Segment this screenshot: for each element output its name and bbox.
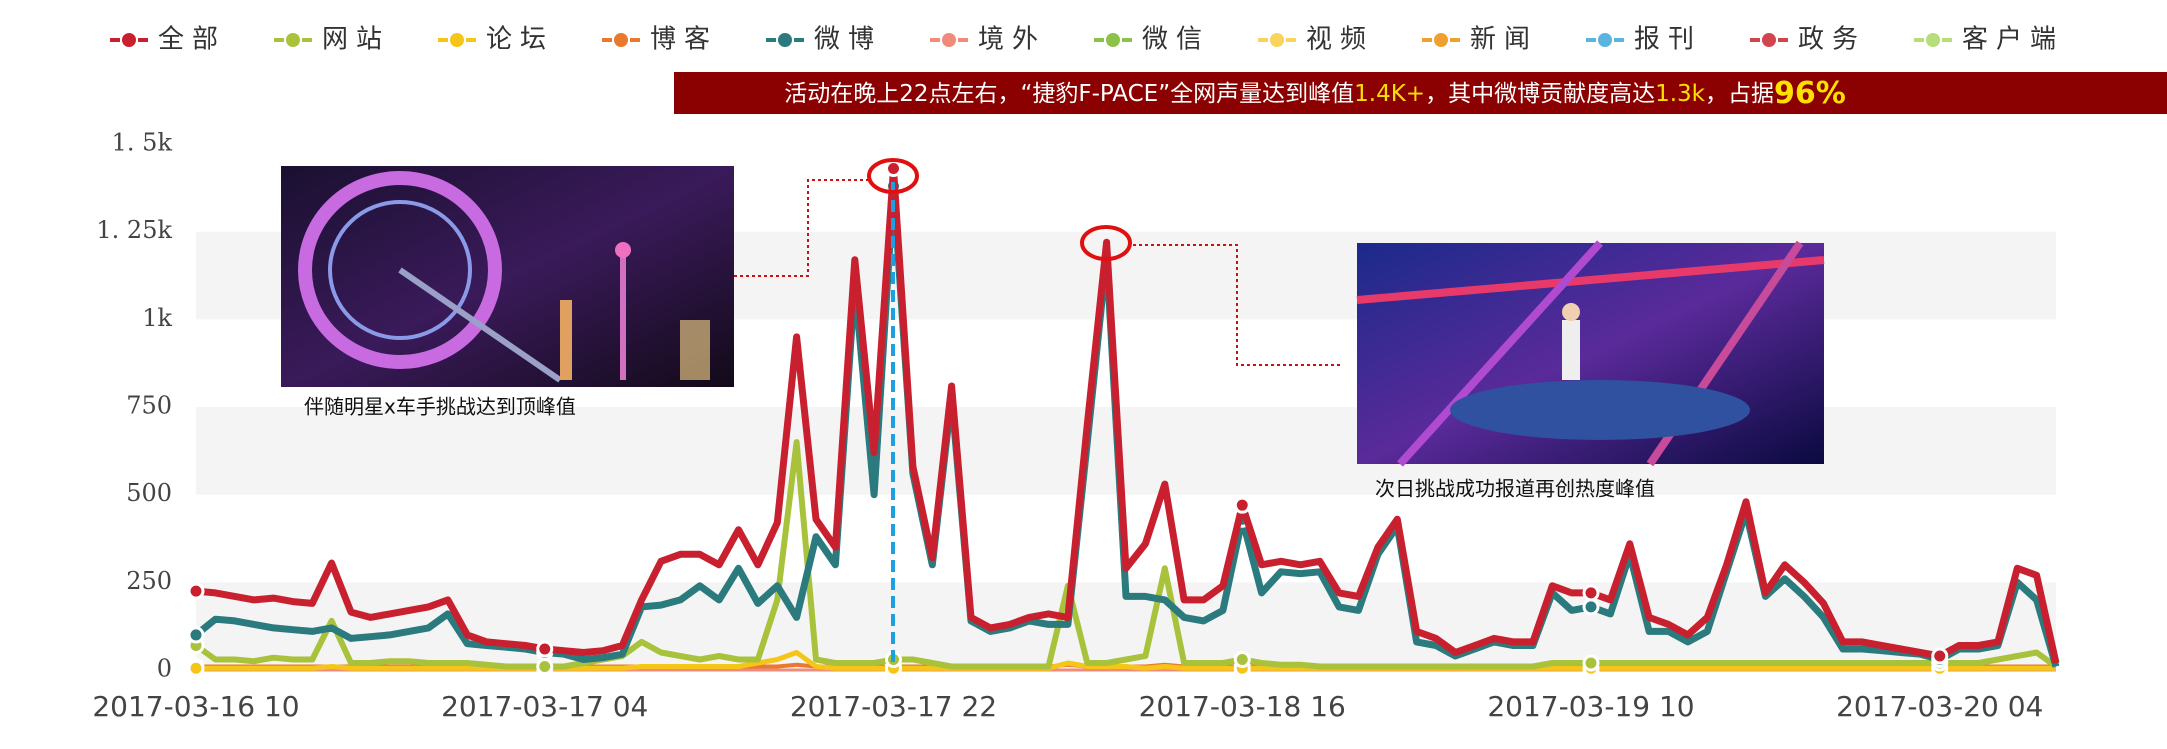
point-marker: [189, 661, 203, 675]
legend-label: 报刊: [1634, 25, 1702, 55]
legend-label: 境外: [978, 25, 1046, 55]
point-marker: [1584, 656, 1598, 670]
legend-dot: [450, 33, 464, 47]
x-tick-label: 2017-03-19 10: [1487, 690, 1694, 723]
point-marker: [1933, 649, 1947, 663]
legend-label: 客户端: [1962, 25, 2064, 55]
legend-label: 微信: [1142, 25, 1210, 55]
y-tick-label: 0: [157, 655, 172, 683]
y-tick-label: 500: [126, 479, 172, 507]
point-marker: [1584, 600, 1598, 614]
banner-segment: ，其中微博贡献度高达: [1425, 81, 1655, 107]
legend-dot: [1434, 33, 1448, 47]
legend-label: 博客: [650, 25, 718, 55]
y-tick-label: 750: [126, 392, 172, 420]
annotation: 次日挑战成功报道再创热度峰值: [1375, 477, 1655, 501]
point-marker: [887, 162, 901, 176]
y-tick-label: 250: [126, 567, 172, 595]
annotation: 伴随明星x车手挑战达到顶峰值: [304, 395, 576, 419]
x-tick-label: 2017-03-17 22: [790, 690, 997, 723]
banner-text: 活动在晚上22点左右，“捷豹F-PACE”全网声量达到峰值1.4K+，其中微博贡…: [784, 76, 1846, 111]
y-tick-label: 1k: [142, 304, 172, 332]
legend-dot: [778, 33, 792, 47]
photo: [281, 166, 734, 387]
chart: 0 250 500 750 1k 1. 25k 1. 5k 2017-03-16 10 2017…: [0, 0, 2167, 749]
banner-segment: 活动在晚上22点左右，“捷豹F-PACE”全网声量达到峰值: [784, 81, 1354, 107]
legend-dot: [942, 33, 956, 47]
banner-segment: ，占据: [1705, 81, 1774, 107]
legend-label: 微博: [814, 25, 882, 55]
banner-segment: 1.3k: [1655, 81, 1706, 107]
point-marker: [189, 628, 203, 642]
legend-dot: [1762, 33, 1776, 47]
legend-dot: [122, 33, 136, 47]
legend-label: 新闻: [1470, 25, 1538, 55]
legend-dot: [614, 33, 628, 47]
legend-label: 政务: [1798, 25, 1866, 55]
point-marker: [538, 642, 552, 656]
legend-dot: [1926, 33, 1940, 47]
point-marker: [1235, 498, 1249, 512]
legend-dot: [1106, 33, 1120, 47]
legend-label: 网站: [322, 25, 390, 55]
point-marker: [538, 659, 552, 673]
x-tick-label: 2017-03-20 04: [1836, 690, 2043, 723]
legend-label: 全部: [158, 25, 226, 55]
point-marker: [1584, 586, 1598, 600]
legend-dot: [286, 33, 300, 47]
banner-segment: 1.4K+: [1354, 81, 1425, 107]
x-tick-label: 2017-03-18 16: [1139, 690, 1346, 723]
point-marker: [189, 584, 203, 598]
legend-label: 论坛: [486, 25, 554, 55]
legend-label: 视频: [1306, 25, 1374, 55]
x-tick-label: 2017-03-16 10: [92, 690, 299, 723]
legend-dot: [1598, 33, 1612, 47]
legend-dot: [1270, 33, 1284, 47]
photo: [1357, 243, 1824, 464]
banner-segment: 96%: [1774, 76, 1846, 111]
x-tick-label: 2017-03-17 04: [441, 690, 648, 723]
point-marker: [1235, 652, 1249, 666]
y-tick-label: 1. 25k: [96, 216, 172, 244]
y-tick-label: 1. 5k: [112, 129, 173, 157]
